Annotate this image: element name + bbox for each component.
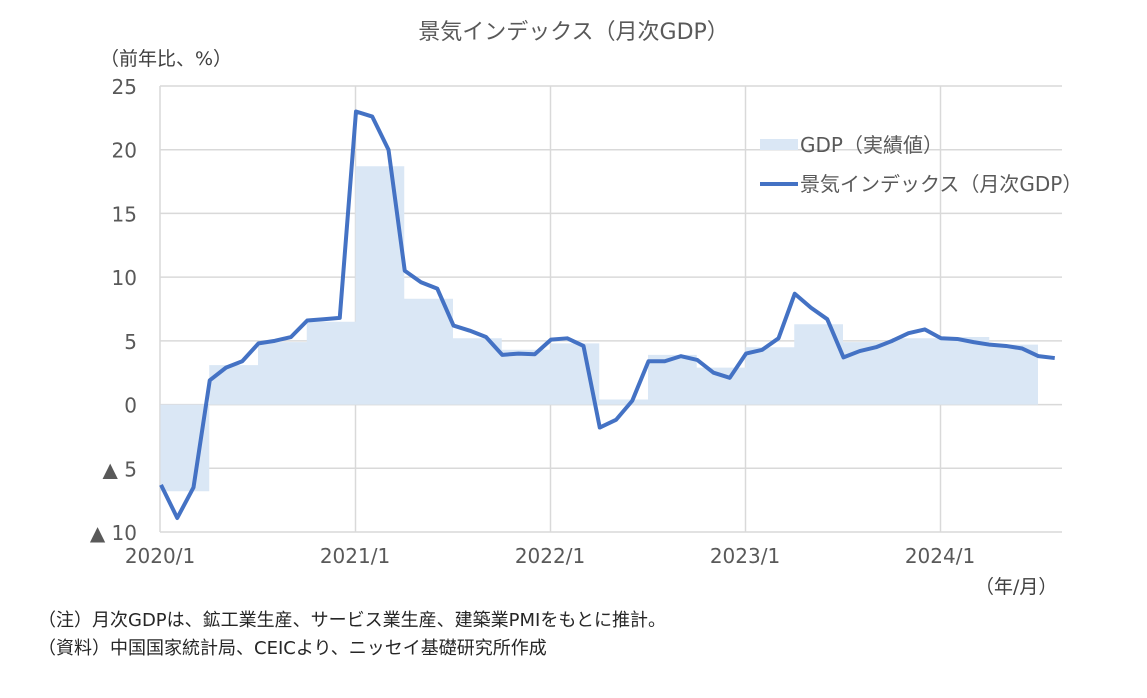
y-tick-label: 15 [112,202,137,226]
chart-title: 景気インデックス（月次GDP） [418,20,729,45]
y-tick-label: 20 [112,139,137,163]
gdp-area [160,166,1038,492]
y-tick-label: 10 [112,266,137,290]
legend-label-index: 景気インデックス（月次GDP） [800,172,1082,196]
y-axis-unit-label: （前年比、%） [100,48,233,70]
x-tick-label: 2023/1 [710,544,780,568]
x-tick-label: 2021/1 [320,544,390,568]
y-axis-ticks: 25 20 15 10 5 0 ▲ 5 ▲ 10 [90,75,137,545]
x-axis-unit-label: （年/月） [975,576,1058,598]
y-tick-label: 5 [124,330,137,354]
footnote-source: （資料）中国国家統計局、CEICより、ニッセイ基礎研究所作成 [38,638,547,659]
y-tick-label: 25 [112,75,137,99]
y-tick-label: ▲ 5 [103,457,137,481]
legend-swatch-gdp-area [760,139,798,150]
y-tick-label: 0 [124,394,137,418]
x-axis-ticks: 2020/1 2021/1 2022/1 2023/1 2024/1 [125,544,975,568]
x-tick-label: 2024/1 [905,544,975,568]
chart-plot: 25 20 15 10 5 0 ▲ 5 ▲ 10 2020/1 2021/1 2022/1 2023… [90,75,1083,568]
gdp-area-series [160,166,1038,492]
footnote-note: （注）月次GDPは、鉱工業生産、サービス業生産、建築業PMIをもとに推計。 [38,610,666,631]
y-tick-label: ▲ 10 [90,521,137,545]
index-line [159,109,1055,520]
legend-label-gdp: GDP（実績値） [800,133,943,157]
x-tick-label: 2020/1 [125,544,195,568]
legend: GDP（実績値） 景気インデックス（月次GDP） [760,133,1082,196]
x-tick-label: 2022/1 [515,544,585,568]
index-line-series [159,109,1055,520]
